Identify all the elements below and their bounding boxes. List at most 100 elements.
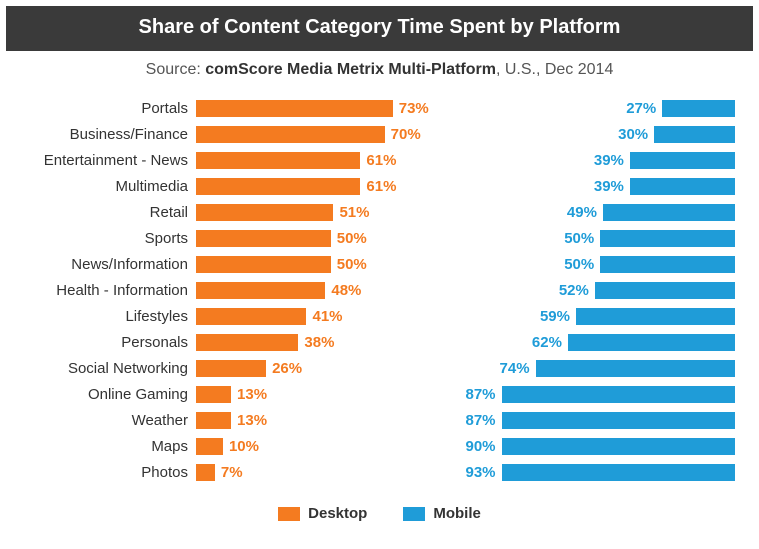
bar-pair: 61%39% (196, 149, 735, 171)
category-label: Entertainment - News (24, 152, 196, 169)
desktop-bar (196, 230, 331, 247)
category-label: Social Networking (24, 360, 196, 377)
desktop-bar (196, 464, 215, 481)
category-label: News/Information (24, 256, 196, 273)
category-label: Sports (24, 230, 196, 247)
mobile-bar (630, 178, 735, 195)
bar-pair: 7% 93% (196, 461, 735, 483)
desktop-value: 51% (339, 204, 369, 221)
chart-row: Maps10%90% (24, 435, 735, 457)
category-label: Portals (24, 100, 196, 117)
mobile-value: 50% (564, 256, 594, 273)
source-suffix: , U.S., Dec 2014 (496, 61, 613, 78)
desktop-value: 13% (237, 412, 267, 429)
category-label: Online Gaming (24, 386, 196, 403)
chart-title-bar: Share of Content Category Time Spent by … (6, 6, 753, 51)
bar-pair: 26% 74% (196, 357, 735, 379)
desktop-bar (196, 100, 393, 117)
mobile-bar (536, 360, 735, 377)
desktop-value: 73% (399, 100, 429, 117)
mobile-bar (654, 126, 735, 143)
legend-label-desktop: Desktop (308, 505, 367, 522)
category-label: Maps (24, 438, 196, 455)
chart-row: News/Information 50% 50% (24, 253, 735, 275)
mobile-bar (576, 308, 735, 325)
bar-pair: 70%30% (196, 123, 735, 145)
category-label: Retail (24, 204, 196, 221)
mobile-bar (662, 100, 735, 117)
bar-pair: 73% 27% (196, 97, 735, 119)
mobile-bar (603, 204, 735, 221)
category-label: Personals (24, 334, 196, 351)
bar-pair: 61% 39% (196, 175, 735, 197)
desktop-value: 50% (337, 230, 367, 247)
desktop-value: 61% (366, 152, 396, 169)
legend-label-mobile: Mobile (433, 505, 481, 522)
desktop-value: 48% (331, 282, 361, 299)
desktop-value: 50% (337, 256, 367, 273)
bar-pair: 41%59% (196, 305, 735, 327)
mobile-value: 74% (500, 360, 530, 377)
bar-pair: 50% 50% (196, 227, 735, 249)
category-label: Multimedia (24, 178, 196, 195)
mobile-bar (502, 464, 735, 481)
mobile-bar (595, 282, 735, 299)
mobile-bar (502, 386, 735, 403)
category-label: Weather (24, 412, 196, 429)
bar-pair: 51% 49% (196, 201, 735, 223)
desktop-bar (196, 412, 231, 429)
mobile-value: 30% (618, 126, 648, 143)
chart-row: Weather 13% 87% (24, 409, 735, 431)
diverging-bar-chart: Portals73%27%Business/Finance70%30%Enter… (0, 97, 759, 483)
mobile-value: 87% (466, 386, 496, 403)
chart-row: Online Gaming 13% 87% (24, 383, 735, 405)
desktop-bar (196, 178, 360, 195)
bar-pair: 13% 87% (196, 383, 735, 405)
mobile-bar (502, 412, 735, 429)
desktop-bar (196, 152, 360, 169)
category-label: Lifestyles (24, 308, 196, 325)
mobile-value: 39% (594, 178, 624, 195)
mobile-value: 90% (466, 438, 496, 455)
mobile-bar (502, 438, 735, 455)
chart-row: Portals 73% 27% (24, 97, 735, 119)
mobile-value: 52% (559, 282, 589, 299)
desktop-bar (196, 256, 331, 273)
chart-row: Business/Finance70%30% (24, 123, 735, 145)
category-label: Photos (24, 464, 196, 481)
mobile-bar (630, 152, 735, 169)
bar-pair: 13% 87% (196, 409, 735, 431)
bar-pair: 38%62% (196, 331, 735, 353)
chart-title: Share of Content Category Time Spent by … (6, 16, 753, 39)
source-bold: comScore Media Metrix Multi-Platform (205, 61, 496, 78)
chart-row: Entertainment - News61%39% (24, 149, 735, 171)
desktop-value: 38% (304, 334, 334, 351)
chart-row: Social Networking 26% 74% (24, 357, 735, 379)
chart-row: Retail 51% 49% (24, 201, 735, 223)
desktop-value: 7% (221, 464, 243, 481)
mobile-bar (568, 334, 735, 351)
desktop-bar (196, 126, 385, 143)
source-prefix: Source: (146, 61, 206, 78)
chart-row: Personals38%62% (24, 331, 735, 353)
desktop-bar (196, 308, 306, 325)
desktop-bar (196, 282, 325, 299)
bar-pair: 48% 52% (196, 279, 735, 301)
mobile-value: 93% (466, 464, 496, 481)
chart-row: Multimedia 61% 39% (24, 175, 735, 197)
mobile-value: 27% (626, 100, 656, 117)
chart-row: Lifestyles41%59% (24, 305, 735, 327)
category-label: Business/Finance (24, 126, 196, 143)
swatch-mobile-icon (403, 507, 425, 521)
legend-item-mobile: Mobile (403, 505, 481, 522)
chart-row: Sports 50% 50% (24, 227, 735, 249)
legend: Desktop Mobile (0, 487, 759, 522)
mobile-value: 87% (466, 412, 496, 429)
desktop-value: 26% (272, 360, 302, 377)
mobile-value: 50% (564, 230, 594, 247)
mobile-bar (600, 230, 735, 247)
chart-source: Source: comScore Media Metrix Multi-Plat… (0, 51, 759, 97)
mobile-value: 49% (567, 204, 597, 221)
desktop-value: 13% (237, 386, 267, 403)
desktop-value: 61% (366, 178, 396, 195)
